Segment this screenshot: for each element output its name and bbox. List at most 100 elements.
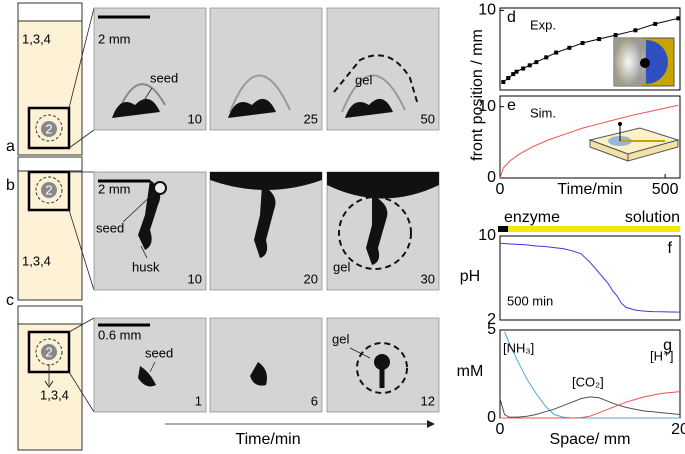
- leader: [142, 87, 153, 103]
- panel-c: c 2 1,3,4 0.6 mm seed gel 1 6 12 Time/mi…: [6, 292, 440, 451]
- data-point: [653, 21, 658, 26]
- inset-e: [588, 122, 680, 162]
- photo: [209, 317, 323, 413]
- time-label: 6: [311, 393, 318, 408]
- data-line: [504, 331, 680, 419]
- leader: [122, 191, 156, 223]
- x-axis-label: Space/ mm: [550, 431, 631, 448]
- panel-label: f: [668, 240, 673, 257]
- time-axis-label: Time/min: [235, 431, 300, 448]
- data-line: [499, 396, 681, 418]
- data-point: [514, 69, 519, 74]
- panel-label: a: [6, 138, 15, 155]
- tube: [17, 156, 83, 301]
- seed-shape: [153, 181, 167, 195]
- enzyme-bar: [498, 226, 508, 232]
- y-axis-label: front position / mm: [469, 29, 486, 161]
- panel-label: c: [6, 292, 14, 309]
- data-point: [534, 60, 539, 65]
- y-tick-label: 0: [487, 409, 496, 426]
- inset: [627, 139, 679, 162]
- y-axis-label: pH: [460, 268, 480, 285]
- tube-label: 2: [45, 121, 52, 136]
- data-point: [633, 28, 638, 33]
- time-arrow-head: [427, 420, 435, 428]
- zoom-line: [68, 129, 95, 149]
- scale-bar-label: 2 mm: [98, 181, 131, 196]
- tube-label: 2: [45, 344, 52, 359]
- data-line: [499, 242, 681, 313]
- zoom-box: [27, 106, 71, 150]
- gel-outline: [341, 74, 406, 113]
- inset: [614, 38, 642, 86]
- y-tick-label: 2: [487, 311, 496, 328]
- annotation: husk: [132, 259, 160, 274]
- tube-top: [17, 305, 83, 325]
- panel-label: e: [507, 97, 516, 114]
- time-label: 1: [195, 393, 202, 408]
- data-point: [511, 72, 516, 77]
- annotation: gel: [355, 72, 372, 87]
- bar-label: enzyme: [504, 209, 560, 226]
- seed-shape: [138, 180, 161, 250]
- data-point: [597, 37, 602, 42]
- gel-boundary: [356, 342, 408, 394]
- plot-frame: [499, 235, 681, 321]
- tube-top: [17, 2, 83, 22]
- y-tick-label: 10: [478, 227, 496, 244]
- solution-bar: [508, 226, 680, 232]
- tube-label: 1,3,4: [40, 387, 69, 402]
- dashed-circle: [35, 176, 63, 204]
- plot-frame: [499, 95, 681, 179]
- annotation: seed: [150, 70, 178, 85]
- time-label: 12: [421, 393, 435, 408]
- annotation: gel: [333, 259, 350, 274]
- x-tick-label: 500: [652, 181, 679, 198]
- leader: [149, 361, 156, 373]
- tube-label: 2: [45, 182, 52, 197]
- seed-shape: [345, 98, 393, 118]
- panel-a: a 1,3,4 2 2 mm seed gel 10 25 50: [6, 2, 440, 156]
- series-label: [H⁺]: [650, 348, 673, 363]
- gel-boundary: [338, 196, 412, 270]
- data-point: [580, 41, 585, 46]
- data-point: [506, 76, 511, 81]
- annotation: Sim.: [530, 105, 556, 120]
- data-point: [544, 55, 549, 60]
- seed-icon: [41, 344, 57, 360]
- y-tick-label: 10: [478, 2, 496, 19]
- data-line: [499, 104, 679, 179]
- annotation: seed: [96, 220, 124, 235]
- annotation: Exp.: [530, 17, 556, 32]
- annotation: seed: [145, 345, 173, 360]
- zoom-line: [68, 209, 95, 291]
- y-tick-label: 10: [478, 98, 496, 115]
- x-tick-label: 0: [496, 421, 505, 438]
- time-label: 30: [421, 271, 435, 286]
- time-label: 10: [188, 271, 202, 286]
- data-point: [554, 50, 559, 55]
- shadow: [327, 172, 439, 199]
- tube-label: 1,3,4: [22, 253, 51, 268]
- zoom-box: [27, 170, 71, 212]
- tube-label: 1,3,4: [22, 31, 51, 46]
- tube-top: [17, 156, 83, 172]
- time-label: 25: [304, 111, 318, 126]
- leader: [140, 245, 148, 259]
- bar-label: solution: [625, 209, 680, 226]
- panel-label: d: [507, 9, 516, 26]
- x-axis-label: Time/min: [557, 181, 622, 198]
- x-tick-label: 0: [496, 181, 505, 198]
- series-label: [NH₃]: [503, 340, 534, 355]
- gel-boundary: [333, 54, 419, 106]
- arrow-head: [44, 380, 54, 388]
- y-axis-label: mM: [457, 363, 484, 380]
- zoom-line: [68, 317, 95, 333]
- y-tick-label: 5: [487, 321, 496, 338]
- y-tick-label: 0: [487, 169, 496, 186]
- scale-bar-label: 0.6 mm: [98, 327, 141, 342]
- seed-icon: [41, 121, 57, 137]
- seed-shape: [228, 98, 276, 118]
- seed-shape: [254, 185, 276, 258]
